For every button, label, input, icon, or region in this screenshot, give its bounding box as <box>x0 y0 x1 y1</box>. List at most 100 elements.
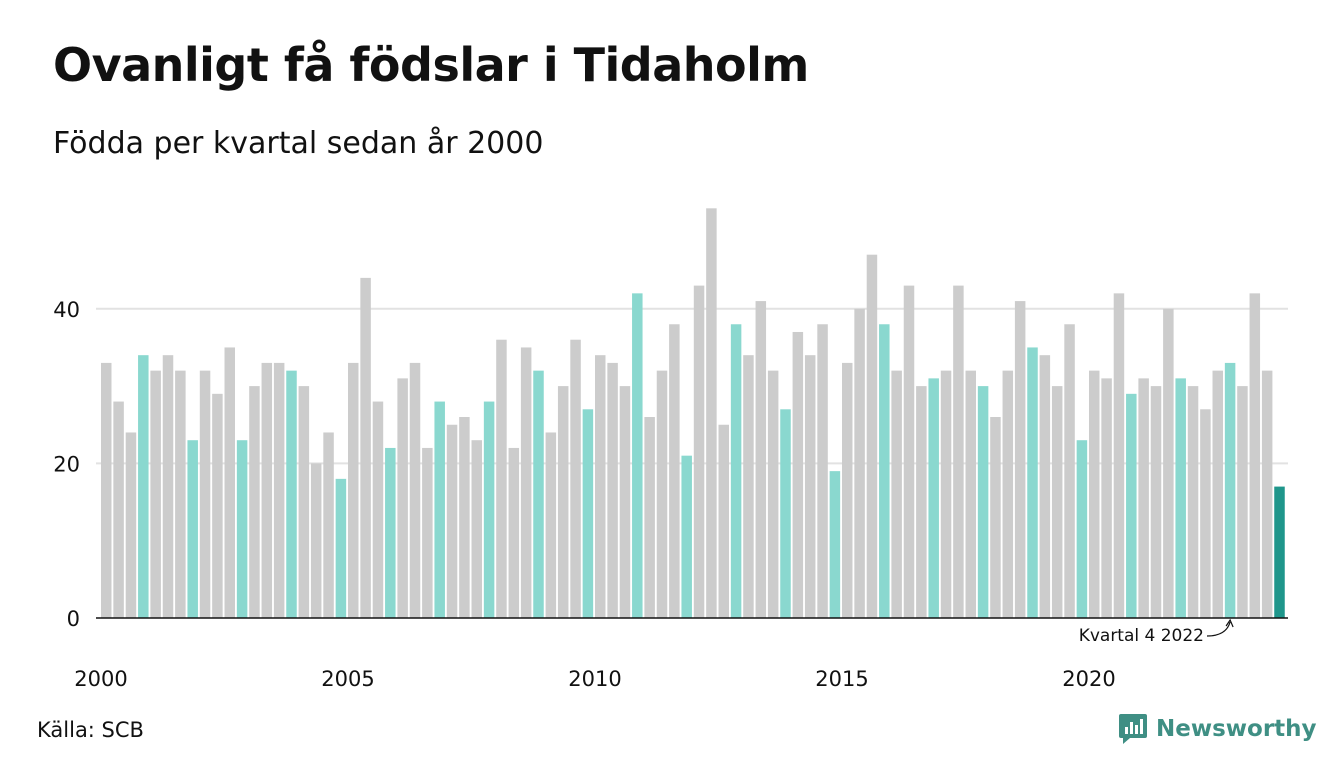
bar <box>990 417 1001 618</box>
bar <box>1089 370 1100 618</box>
bar <box>162 355 174 618</box>
bar <box>101 362 112 618</box>
bar <box>730 324 742 618</box>
bar <box>1002 370 1014 618</box>
bar <box>928 378 939 618</box>
chart-subtitle: Födda per kvartal sedan år 2000 <box>53 126 544 161</box>
y-tick-label: 0 <box>67 607 80 631</box>
x-tick-label: 2015 <box>815 667 868 691</box>
bar <box>842 362 853 618</box>
bar <box>903 285 915 618</box>
bar <box>1249 293 1261 618</box>
bar <box>656 370 668 618</box>
bar <box>1064 324 1075 618</box>
bar <box>1101 378 1112 618</box>
x-tick-label: 2010 <box>568 667 621 691</box>
bar <box>1175 378 1186 618</box>
bar <box>545 432 557 618</box>
bar <box>557 386 569 618</box>
bar <box>1237 386 1248 618</box>
bar <box>1138 378 1149 618</box>
bar <box>533 370 544 618</box>
bar <box>607 362 618 618</box>
bar <box>693 285 705 618</box>
bar <box>199 370 211 618</box>
bar <box>409 362 421 618</box>
bar <box>310 463 322 618</box>
bar <box>323 432 334 618</box>
bar <box>385 447 396 618</box>
bar <box>891 370 902 618</box>
bar <box>743 355 754 618</box>
bar <box>1274 486 1285 618</box>
bar <box>1113 293 1125 618</box>
bar <box>298 386 310 618</box>
bar <box>1027 347 1038 618</box>
bar <box>669 324 680 618</box>
bar <box>767 370 779 618</box>
chart-title: Ovanligt få födslar i Tidaholm <box>53 38 809 92</box>
bar <box>249 386 260 618</box>
annotation-arrow <box>1206 621 1231 637</box>
bar <box>1187 386 1199 618</box>
y-tick-label: 20 <box>53 452 80 476</box>
chart-logo-icon <box>1119 714 1147 744</box>
bar <box>1200 409 1211 618</box>
bar <box>632 293 643 618</box>
bar <box>471 440 482 618</box>
bar <box>977 386 989 618</box>
bar <box>397 378 408 618</box>
bar <box>619 386 631 618</box>
bar <box>348 362 359 618</box>
bar <box>372 401 384 618</box>
bar <box>236 440 248 618</box>
bar <box>261 362 273 618</box>
bar <box>817 324 828 618</box>
bar <box>595 355 606 618</box>
bar <box>483 401 495 618</box>
bar <box>1212 370 1223 618</box>
y-tick-label: 40 <box>53 298 80 322</box>
bar <box>792 331 804 618</box>
brand-name: Newsworthy <box>1156 716 1317 742</box>
bar <box>866 254 878 618</box>
bar <box>520 347 532 618</box>
x-tick-label: 2005 <box>321 667 374 691</box>
bar <box>644 417 655 618</box>
bar <box>940 370 952 618</box>
bar <box>1039 355 1051 618</box>
bar <box>508 447 520 618</box>
bar <box>681 455 692 618</box>
bar <box>804 355 816 618</box>
annotation-arrowhead <box>1225 618 1234 628</box>
bar <box>1076 440 1088 618</box>
bar <box>1051 386 1063 618</box>
bar <box>360 277 371 618</box>
bar <box>175 370 186 618</box>
newsworthy-logo: Newsworthy <box>1118 712 1317 746</box>
bar <box>965 370 976 618</box>
bar <box>718 424 729 618</box>
bar <box>422 447 433 618</box>
bar <box>335 478 347 618</box>
bar <box>434 401 445 618</box>
bar <box>879 324 890 618</box>
bar <box>953 285 964 618</box>
source-note: Källa: SCB <box>37 718 144 742</box>
bar <box>125 432 137 618</box>
bar <box>496 339 507 618</box>
bar <box>224 347 235 618</box>
x-tick-label: 2020 <box>1062 667 1115 691</box>
bar <box>286 370 297 618</box>
bar <box>138 355 149 618</box>
bar <box>150 370 161 618</box>
bar <box>187 440 198 618</box>
bar <box>1224 362 1236 618</box>
x-tick-label: 2000 <box>74 667 127 691</box>
bar <box>916 386 927 618</box>
bar <box>755 301 767 618</box>
bar <box>780 409 791 618</box>
bar <box>1261 370 1273 618</box>
bar <box>570 339 581 618</box>
bar <box>1163 308 1174 618</box>
